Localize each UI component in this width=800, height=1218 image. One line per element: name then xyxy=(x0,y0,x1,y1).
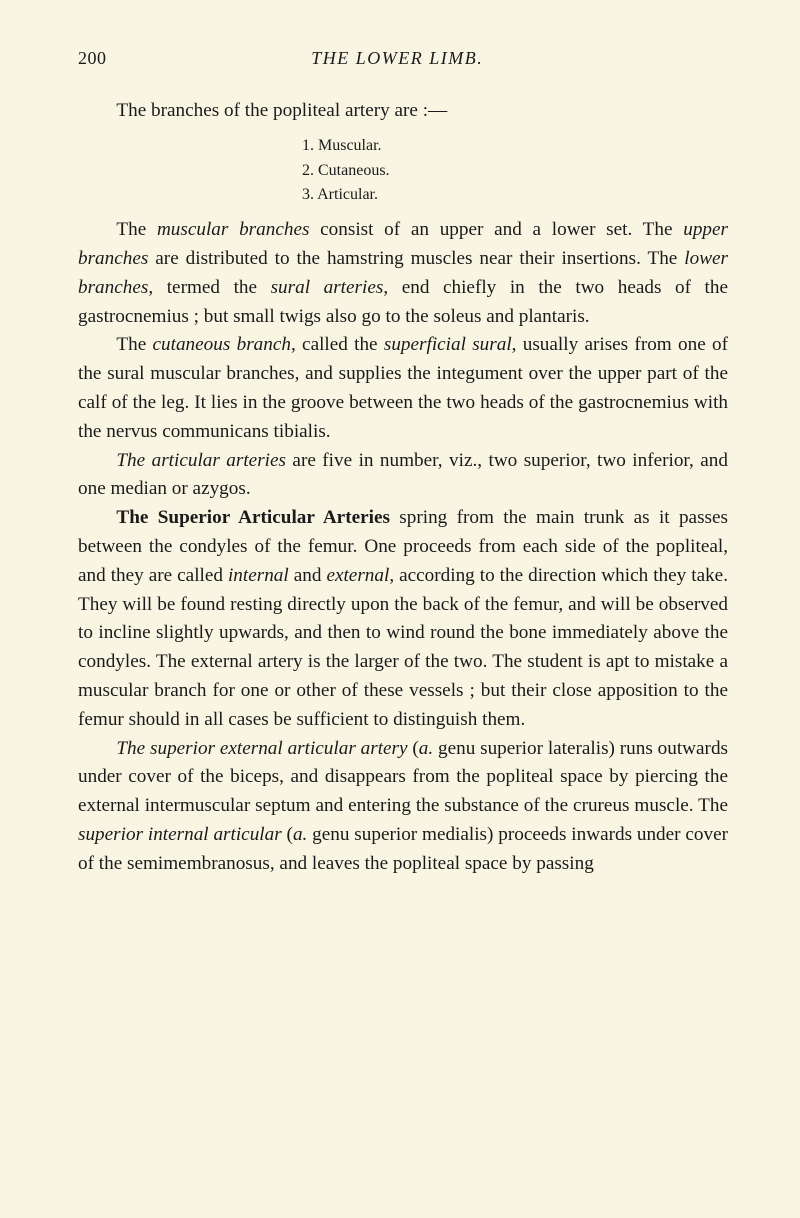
list-item: 1. Muscular. xyxy=(302,134,728,159)
intro-paragraph: The branches of the popliteal artery are… xyxy=(78,97,728,126)
abbrev-a: a. xyxy=(293,824,307,845)
intro-text: The branches of the popliteal artery are… xyxy=(116,100,447,121)
paragraph-articular: The articular arteries are five in numbe… xyxy=(78,447,728,505)
term-cutaneous-branch: cutaneous branch xyxy=(153,334,291,355)
term-superficial-sural: superficial sural xyxy=(384,334,512,355)
paragraph-cutaneous: The cutaneous branch, called the superfi… xyxy=(78,331,728,446)
text-run: ( xyxy=(282,824,293,845)
running-title: THE LOWER LIMB. xyxy=(107,48,689,69)
text-run: and xyxy=(289,565,327,586)
text-run: are distributed to the hamstring muscles… xyxy=(148,248,684,269)
term-superior-internal-articular: superior internal articular xyxy=(78,824,282,845)
paragraph-superior-articular: The Superior Articular Arteries spring f… xyxy=(78,504,728,734)
term-superior-external-articular: The superior external articular artery xyxy=(116,738,407,759)
term-internal: internal xyxy=(228,565,289,586)
text-run: , termed the xyxy=(148,277,270,298)
body-text: The branches of the popliteal artery are… xyxy=(78,97,728,879)
page-number: 200 xyxy=(78,48,107,69)
text-run: , according to the direction which they … xyxy=(78,565,728,730)
text-run: , called the xyxy=(291,334,384,355)
list-item: 2. Cutaneous. xyxy=(302,159,728,184)
running-head: 200 THE LOWER LIMB. xyxy=(78,48,728,69)
term-muscular-branches: muscular branches xyxy=(157,219,309,240)
term-external: external xyxy=(326,565,389,586)
list-item: 3. Articular. xyxy=(302,183,728,208)
paragraph-superior-external: The superior external articular artery (… xyxy=(78,735,728,879)
abbrev-a: a. xyxy=(419,738,433,759)
text-run: ( xyxy=(408,738,419,759)
text-run: The xyxy=(116,334,152,355)
paragraph-muscular: The muscular branches consist of an uppe… xyxy=(78,216,728,331)
page-container: 200 THE LOWER LIMB. The branches of the … xyxy=(0,0,800,927)
term-articular-arteries: The articular arteries xyxy=(116,450,286,471)
term-sural-arteries: sural arteries xyxy=(271,277,384,298)
text-run: The xyxy=(116,219,157,240)
text-run: consist of an upper and a lower set. The xyxy=(309,219,683,240)
heading-superior-articular: The Superior Articular Arteries xyxy=(116,507,390,528)
branch-list: 1. Muscular. 2. Cutaneous. 3. Articular. xyxy=(302,134,728,208)
